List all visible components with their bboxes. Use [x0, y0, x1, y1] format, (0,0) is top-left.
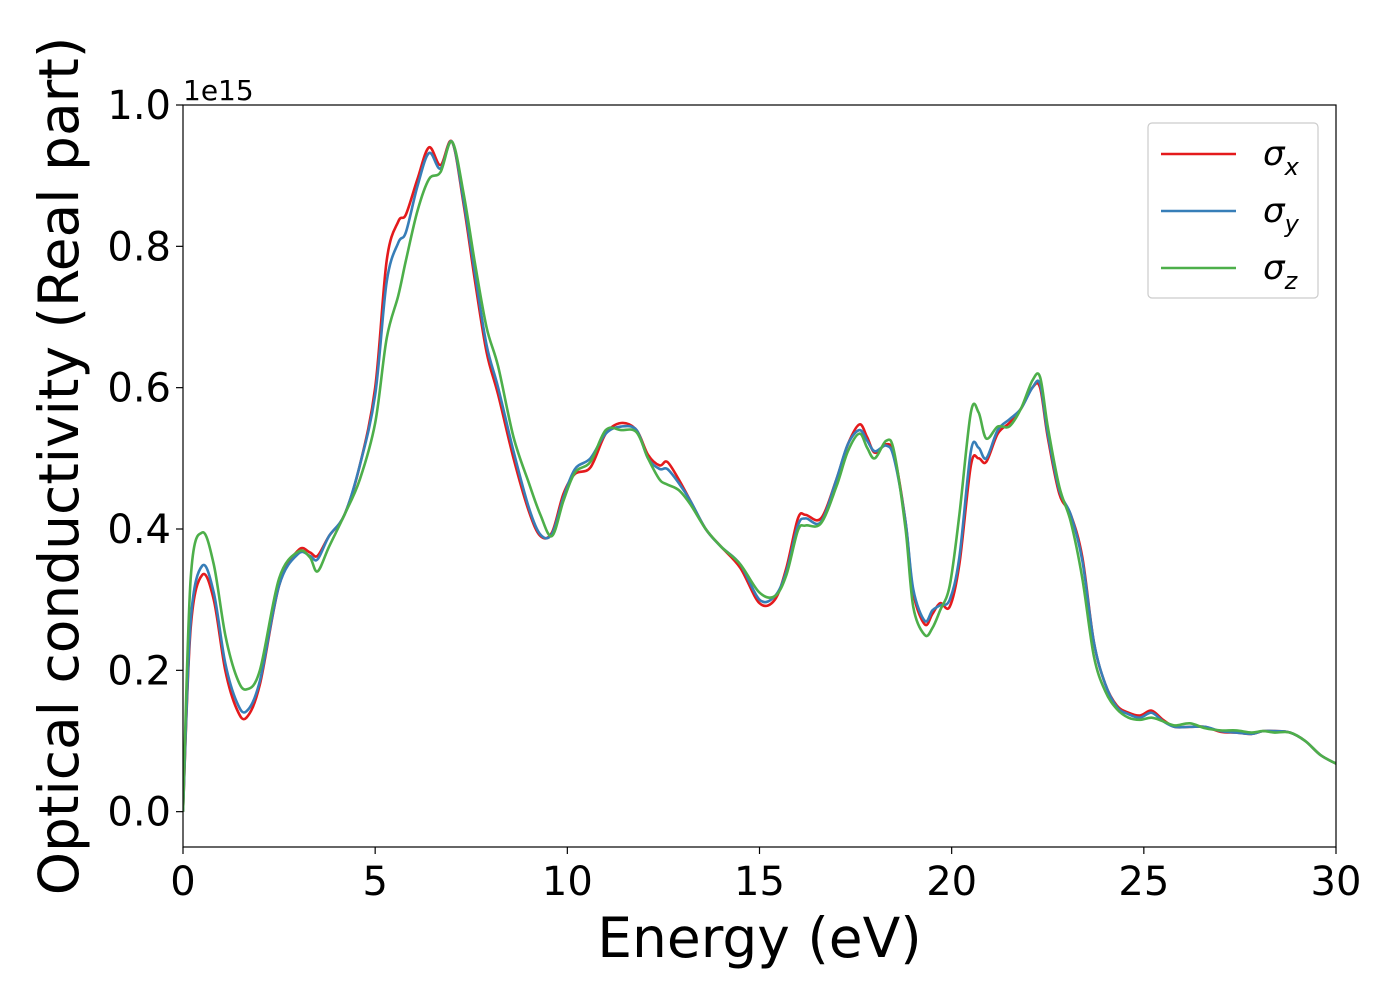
y-tick-label: 0.6 — [107, 366, 171, 412]
legend: σx σy σz — [1147, 122, 1319, 299]
x-tick-label: 15 — [734, 859, 785, 905]
x-tick-label: 0 — [170, 859, 195, 905]
x-tick-label: 30 — [1311, 859, 1362, 905]
legend-label-sigma-y: σy — [1263, 191, 1300, 238]
legend-label-sigma-x: σx — [1263, 134, 1300, 181]
y-tick-label: 0.4 — [107, 507, 171, 553]
x-tick-label: 5 — [362, 859, 387, 905]
y-tick-label: 0.0 — [107, 790, 171, 836]
x-tick-label: 10 — [542, 859, 593, 905]
y-axis-offset-label: 1e15 — [183, 74, 254, 107]
x-axis-ticks: 0 5 10 15 20 25 30 — [170, 847, 1361, 905]
legend-label-sigma-z: σz — [1263, 248, 1299, 295]
x-tick-label: 25 — [1118, 859, 1169, 905]
y-axis-ticks: 0.0 0.2 0.4 0.6 0.8 1.0 — [107, 83, 183, 836]
x-axis-title: Energy (eV) — [597, 906, 921, 970]
y-tick-label: 0.2 — [107, 648, 171, 694]
y-axis-title: Optical conductivity (Real part) — [27, 37, 91, 896]
x-tick-label: 20 — [926, 859, 977, 905]
y-tick-label: 1.0 — [107, 83, 171, 129]
y-tick-label: 0.8 — [107, 224, 171, 270]
series-layer — [183, 139, 1336, 812]
series-line-sigma-z — [183, 140, 1336, 812]
